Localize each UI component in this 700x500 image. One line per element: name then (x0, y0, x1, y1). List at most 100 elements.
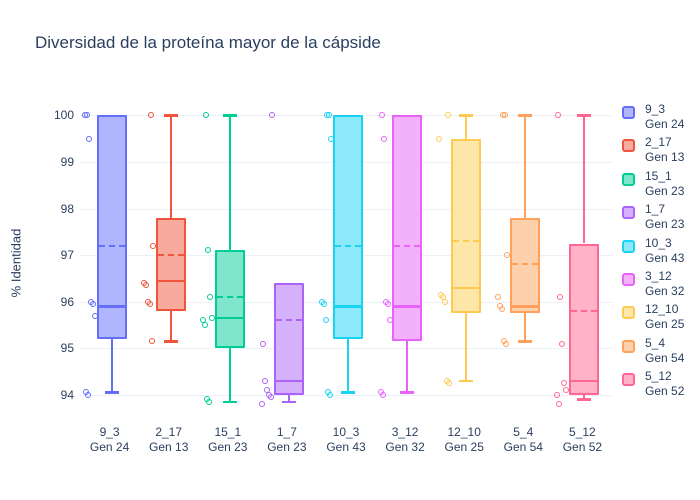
whisker-line (524, 313, 527, 342)
data-point[interactable] (380, 391, 387, 398)
data-point[interactable] (91, 312, 98, 319)
data-point[interactable] (442, 298, 449, 305)
median-line (512, 305, 539, 308)
legend-gen: Gen 54 (645, 350, 685, 365)
data-point[interactable] (555, 112, 562, 119)
median-line (394, 305, 421, 308)
data-point[interactable] (499, 305, 506, 312)
legend-swatch (622, 139, 635, 153)
data-point[interactable] (326, 112, 332, 119)
mean-dashed-line (335, 244, 361, 247)
data-point[interactable] (259, 340, 266, 347)
data-point[interactable] (321, 301, 327, 307)
x-tick-gen: Gen 54 (503, 440, 543, 454)
x-tick-label-2_17: 2_17 Gen 13 (139, 425, 199, 455)
data-point[interactable] (148, 338, 155, 345)
mean-dashed-line (275, 319, 302, 322)
data-point[interactable] (84, 391, 91, 398)
box-10_3[interactable] (333, 115, 363, 339)
legend-label: 5_12 Gen 52 (645, 369, 684, 399)
legend-swatch (622, 106, 635, 119)
data-point[interactable] (556, 401, 563, 407)
data-point[interactable] (328, 135, 334, 142)
data-point[interactable] (206, 294, 213, 300)
box-5_4[interactable] (510, 217, 541, 314)
whisker-line (228, 348, 231, 402)
data-point[interactable] (85, 135, 92, 142)
legend-swatch (622, 306, 635, 320)
box-1_7[interactable] (273, 283, 304, 395)
x-tick-gen: Gen 24 (89, 440, 130, 454)
box-15_1[interactable] (214, 250, 245, 349)
mean-dashed-line (512, 263, 539, 266)
data-point[interactable] (561, 380, 568, 387)
y-tick-label: 95 (60, 341, 74, 356)
data-point[interactable] (502, 112, 509, 119)
legend-swatch (622, 339, 635, 353)
mean-dashed-line (453, 240, 480, 243)
data-point[interactable] (323, 317, 329, 324)
data-point[interactable] (202, 112, 209, 119)
whisker-line (583, 115, 586, 244)
data-point[interactable] (327, 391, 333, 398)
data-point[interactable] (204, 247, 211, 254)
median-line (275, 379, 302, 383)
box-9_3[interactable] (96, 115, 127, 339)
data-point[interactable] (557, 294, 564, 300)
data-point[interactable] (387, 317, 394, 324)
median-line (571, 379, 598, 383)
legend-name: 3_12 (645, 269, 672, 283)
y-tick-label: 100 (53, 108, 74, 123)
data-point[interactable] (83, 112, 90, 119)
box-12_10[interactable] (451, 138, 482, 314)
box-5_12[interactable] (569, 243, 600, 395)
box-2_17[interactable] (155, 217, 186, 311)
data-point[interactable] (267, 394, 274, 401)
data-point[interactable] (495, 294, 502, 300)
legend-name: 2_17 (645, 135, 672, 150)
gridline-95 (80, 348, 612, 350)
y-tick-label: 96 (60, 294, 74, 309)
x-tick-label-3_12: 3_12 Gen 32 (375, 425, 435, 455)
whisker-cap (341, 391, 355, 394)
legend-name: 10_3 (645, 235, 672, 250)
whisker-line (169, 115, 172, 218)
whisker-line (465, 115, 468, 139)
median-line (157, 279, 184, 283)
whisker-cap (459, 379, 474, 383)
legend-gen: Gen 24 (645, 117, 685, 131)
data-point[interactable] (446, 380, 453, 387)
whisker-cap (222, 114, 237, 117)
legend-name: 5_4 (645, 335, 666, 350)
data-point[interactable] (385, 301, 392, 307)
data-point[interactable] (89, 301, 96, 307)
data-point[interactable] (149, 242, 156, 249)
data-point[interactable] (381, 135, 388, 142)
legend-name: 15_1 (645, 168, 672, 183)
data-point[interactable] (201, 321, 208, 328)
legend-label: 10_3 Gen 43 (645, 236, 684, 266)
legend-name: 12_10 (645, 302, 679, 317)
data-point[interactable] (205, 398, 212, 405)
x-tick-name: 3_12 (391, 425, 419, 439)
data-point[interactable] (142, 282, 149, 289)
whisker-line (524, 115, 527, 218)
data-point[interactable] (208, 314, 215, 321)
data-point[interactable] (554, 391, 561, 398)
data-point[interactable] (445, 112, 452, 119)
box-3_12[interactable] (392, 115, 423, 342)
data-point[interactable] (268, 112, 275, 119)
data-point[interactable] (261, 377, 268, 384)
data-point[interactable] (258, 401, 265, 407)
data-point[interactable] (146, 301, 153, 307)
data-point[interactable] (379, 112, 386, 119)
data-point[interactable] (436, 135, 443, 142)
legend-swatch (622, 172, 635, 186)
data-point[interactable] (559, 340, 566, 347)
data-point[interactable] (503, 340, 510, 347)
data-point[interactable] (504, 252, 511, 259)
data-point[interactable] (147, 112, 154, 119)
whisker-line (583, 394, 586, 400)
data-point[interactable] (563, 387, 570, 394)
x-tick-label-15_1: 15_1 Gen 23 (198, 425, 258, 455)
